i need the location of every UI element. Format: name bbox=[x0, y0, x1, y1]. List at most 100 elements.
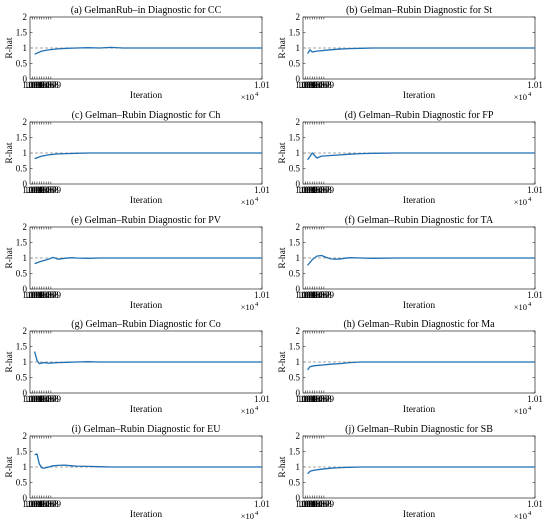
x-tick-label: 1.006 bbox=[307, 80, 328, 90]
x-tick-label: 1.007 bbox=[36, 499, 57, 509]
x-tick-label: 1.005 bbox=[31, 394, 52, 404]
rhat-series-line bbox=[307, 152, 535, 161]
y-tick-label: 1 bbox=[296, 253, 301, 263]
x-tick-label: 1.003 bbox=[300, 499, 321, 509]
x-tick-label: 1.005 bbox=[304, 394, 325, 404]
x-multiplier: ×10 bbox=[241, 302, 254, 312]
y-axis-label: R-hat bbox=[278, 37, 288, 58]
x-multiplier-exponent: 4 bbox=[528, 405, 532, 412]
x-tick-label: 1.01 bbox=[254, 394, 270, 404]
x-tick-label: 1.001 bbox=[295, 394, 315, 404]
y-tick-label: 1 bbox=[296, 148, 301, 158]
x-tick-label: 1.006 bbox=[34, 499, 55, 509]
panel-1: (b) Gelman–Rubin Diagnostic for St1.0011… bbox=[278, 5, 543, 102]
rhat-series-line bbox=[34, 46, 262, 55]
x-tick-label: 1.009 bbox=[41, 499, 62, 509]
x-axis-label: Iteration bbox=[403, 405, 435, 415]
x-multiplier: ×10 bbox=[514, 406, 527, 416]
x-tick-label: 1.009 bbox=[314, 290, 335, 300]
y-tick-label: 0 bbox=[23, 493, 28, 503]
x-tick-label: 1.008 bbox=[38, 290, 59, 300]
x-tick-label: 1.01 bbox=[254, 499, 270, 509]
x-tick-label: 1.001 bbox=[295, 290, 315, 300]
x-tick-label: 1.002 bbox=[25, 290, 45, 300]
x-tick-label: 1.007 bbox=[36, 394, 57, 404]
panel-4: (e) Gelman–Rubin Diagnostic for PV1.0011… bbox=[5, 215, 270, 312]
x-tick-label: 1.004 bbox=[302, 394, 323, 404]
x-tick-label: 1.004 bbox=[302, 80, 323, 90]
x-tick-label: 1.003 bbox=[300, 394, 321, 404]
y-tick-label: 2 bbox=[23, 431, 28, 441]
x-axis-label: Iteration bbox=[130, 510, 162, 520]
panel-title: (j) Gelman–Rubin Diagnostic for SB bbox=[345, 424, 493, 435]
rhat-series-line bbox=[33, 351, 262, 365]
x-tick-label: 1.003 bbox=[300, 80, 321, 90]
panel-3: (d) Gelman–Rubin Diagnostic for FP1.0011… bbox=[278, 110, 543, 207]
panel-title: (c) Gelman–Rubin Diagnostic for Ch bbox=[72, 110, 221, 121]
x-multiplier-exponent: 4 bbox=[255, 196, 259, 203]
y-tick-label: 2 bbox=[23, 117, 28, 127]
x-tick-label: 1.004 bbox=[29, 80, 50, 90]
x-tick-label: 1.004 bbox=[29, 499, 50, 509]
x-tick-label: 1.009 bbox=[314, 394, 335, 404]
x-tick-label: 1.006 bbox=[307, 394, 328, 404]
y-axis-label: R-hat bbox=[278, 142, 288, 163]
x-tick-label: 1.01 bbox=[254, 290, 270, 300]
x-tick-label: 1.01 bbox=[254, 80, 270, 90]
y-tick-label: 0.5 bbox=[16, 164, 28, 174]
x-multiplier-exponent: 4 bbox=[255, 405, 259, 412]
x-tick-label: 1.007 bbox=[309, 80, 330, 90]
y-axis-label: R-hat bbox=[278, 351, 288, 372]
x-tick-label: 1.002 bbox=[298, 394, 318, 404]
x-axis-label: Iteration bbox=[130, 405, 162, 415]
x-tick-label: 1.002 bbox=[25, 394, 45, 404]
x-multiplier: ×10 bbox=[514, 92, 527, 102]
x-tick-label: 1.001 bbox=[295, 499, 315, 509]
panel-5: (f) Gelman–Rubin Diagnostic for TA1.0011… bbox=[278, 215, 543, 312]
panel-title: (b) Gelman–Rubin Diagnostic for St bbox=[346, 5, 492, 16]
x-tick-label: 1.004 bbox=[302, 499, 323, 509]
x-tick-label: 1.004 bbox=[29, 185, 50, 195]
y-tick-label: 0 bbox=[296, 179, 301, 189]
x-tick-label: 1.008 bbox=[311, 80, 332, 90]
x-tick-label: 1.001 bbox=[22, 499, 42, 509]
x-tick-label: 1.008 bbox=[311, 185, 332, 195]
y-tick-label: 0.5 bbox=[16, 269, 28, 279]
x-tick-label: 1.009 bbox=[314, 80, 335, 90]
y-tick-label: 1.5 bbox=[289, 28, 301, 38]
x-tick-label: 1.005 bbox=[304, 185, 325, 195]
y-tick-label: 0.5 bbox=[16, 478, 28, 488]
x-tick-label: 1.01 bbox=[527, 185, 543, 195]
y-tick-label: 2 bbox=[23, 222, 28, 232]
x-tick-label: 1.004 bbox=[29, 290, 50, 300]
x-tick-label: 1.007 bbox=[36, 80, 57, 90]
y-tick-label: 2 bbox=[296, 12, 301, 22]
x-axis-label: Iteration bbox=[130, 91, 162, 101]
x-multiplier-exponent: 4 bbox=[255, 510, 259, 517]
y-tick-label: 0.5 bbox=[289, 373, 301, 383]
x-tick-label: 1.004 bbox=[29, 394, 50, 404]
panel-title: (f) Gelman–Rubin Diagnostic for TA bbox=[345, 215, 494, 226]
y-tick-label: 0 bbox=[296, 388, 301, 398]
y-axis-label: R-hat bbox=[5, 456, 15, 477]
x-tick-label: 1.001 bbox=[295, 80, 315, 90]
x-tick-label: 1.009 bbox=[41, 80, 62, 90]
rhat-series-line bbox=[307, 466, 535, 475]
x-tick-label: 1.007 bbox=[36, 290, 57, 300]
y-axis-label: R-hat bbox=[5, 247, 15, 268]
x-tick-label: 1.005 bbox=[31, 290, 52, 300]
x-tick-label: 1.006 bbox=[34, 290, 55, 300]
y-tick-label: 1.5 bbox=[16, 133, 28, 143]
x-tick-label: 1.008 bbox=[38, 185, 59, 195]
x-tick-label: 1.008 bbox=[311, 290, 332, 300]
x-tick-label: 1.002 bbox=[25, 185, 45, 195]
x-tick-label: 1.003 bbox=[27, 394, 48, 404]
y-tick-label: 1 bbox=[23, 148, 28, 158]
x-tick-label: 1.008 bbox=[311, 499, 332, 509]
panel-8: (i) Gelman–Rubin Diagnostic for EU1.0011… bbox=[5, 424, 270, 521]
x-tick-label: 1.002 bbox=[298, 80, 318, 90]
x-multiplier: ×10 bbox=[241, 511, 254, 521]
y-axis-label: R-hat bbox=[278, 247, 288, 268]
x-multiplier: ×10 bbox=[514, 511, 527, 521]
x-multiplier: ×10 bbox=[514, 302, 527, 312]
